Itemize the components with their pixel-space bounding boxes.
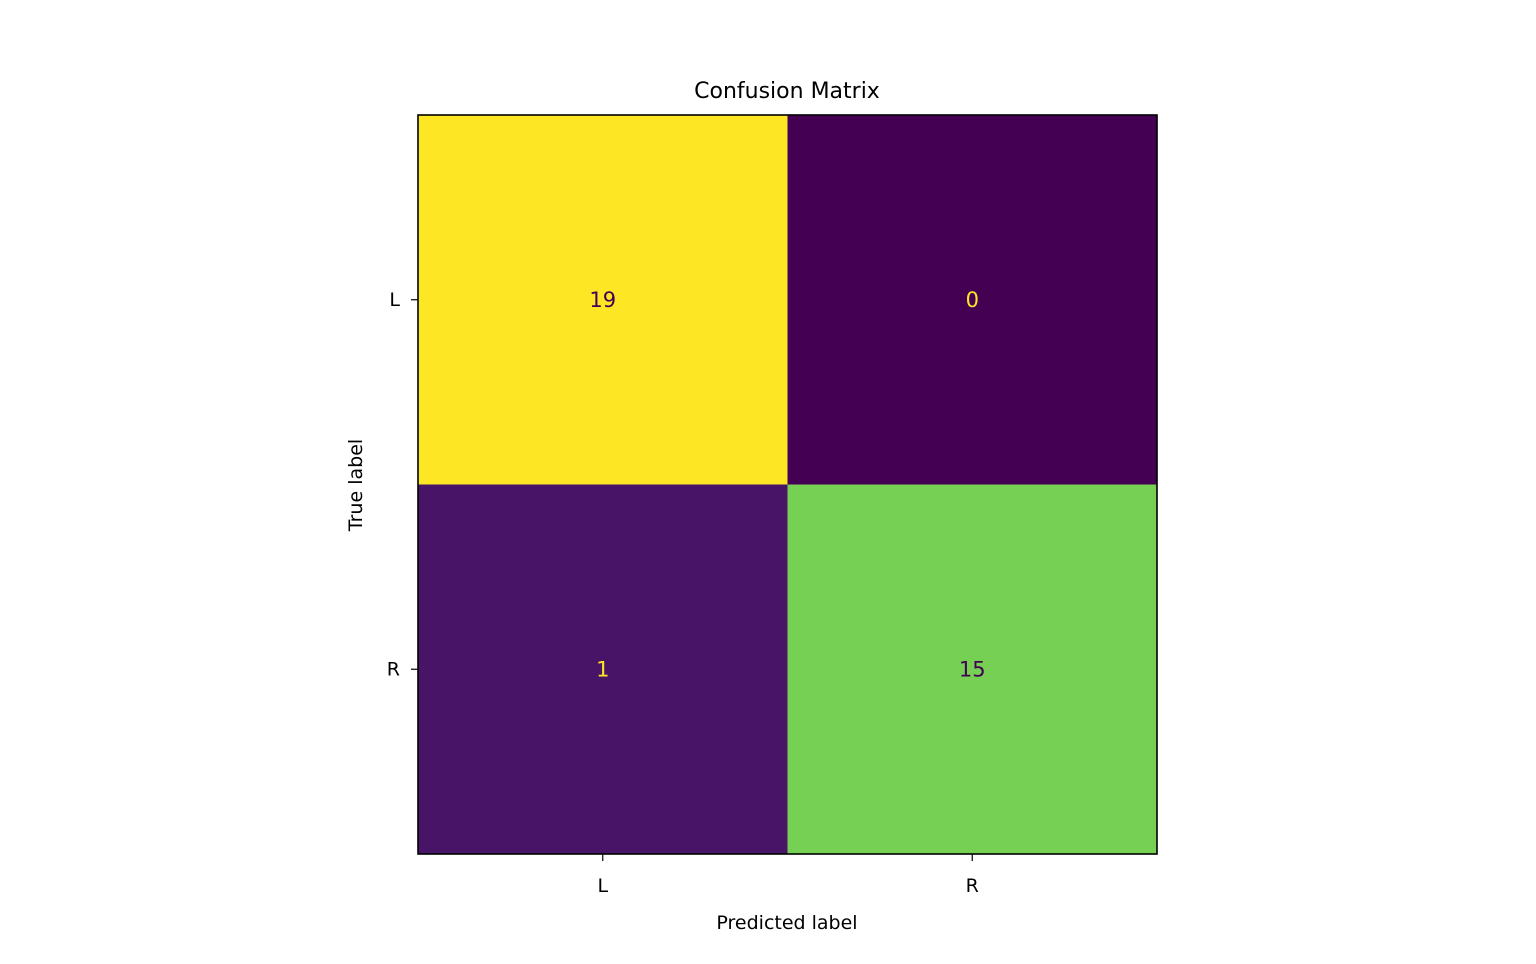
- y-tick-label-r: R: [387, 658, 400, 680]
- heatmap-cell-l-r: [787, 115, 1158, 485]
- heatmap-cell-l-l: [418, 115, 788, 485]
- plot-frame: [417, 114, 1158, 855]
- y-axis-label: True label: [345, 439, 367, 532]
- x-tick-label-l: L: [597, 875, 608, 897]
- x-axis-label: Predicted label: [716, 912, 857, 934]
- cell-value-r-l: 1: [596, 657, 609, 681]
- heatmap-cell-r-l: [418, 484, 788, 855]
- cell-value-r-r: 15: [959, 657, 986, 681]
- y-axis-ticks: LR: [387, 289, 418, 680]
- cell-value-l-r: 0: [966, 288, 979, 312]
- heatmap-cells: [418, 115, 1158, 855]
- heatmap-cell-r-r: [787, 484, 1158, 855]
- x-tick-label-r: R: [966, 875, 979, 897]
- cell-value-l-l: 19: [589, 288, 616, 312]
- y-tick-label-l: L: [389, 289, 400, 311]
- chart-title: Confusion Matrix: [694, 79, 880, 104]
- heatmap-cell-labels: 19 0 1 15: [589, 288, 985, 682]
